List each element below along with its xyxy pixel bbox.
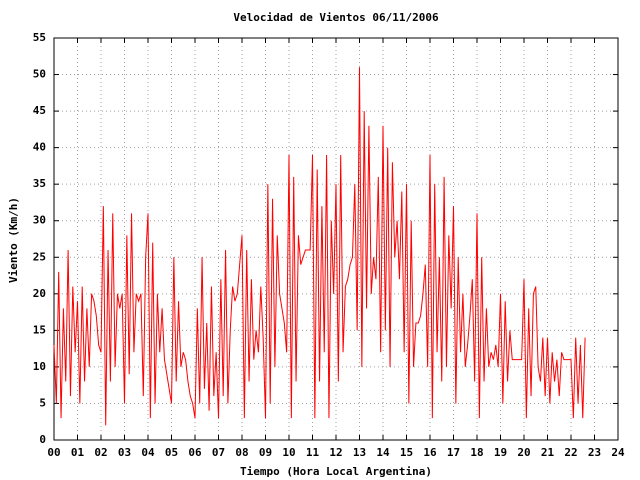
y-tick-label: 50	[33, 68, 46, 81]
x-tick-label: 13	[353, 446, 366, 459]
y-tick-label: 35	[33, 177, 46, 190]
y-tick-label: 25	[33, 250, 46, 263]
x-tick-label: 10	[282, 446, 295, 459]
x-tick-label: 18	[470, 446, 483, 459]
x-tick-label: 01	[71, 446, 85, 459]
x-tick-label: 24	[611, 446, 625, 459]
x-tick-label: 11	[306, 446, 320, 459]
x-tick-label: 17	[447, 446, 460, 459]
x-tick-label: 08	[235, 446, 248, 459]
x-tick-label: 05	[165, 446, 178, 459]
x-tick-label: 09	[259, 446, 272, 459]
y-tick-label: 40	[33, 141, 46, 154]
x-tick-label: 07	[212, 446, 225, 459]
y-tick-label: 10	[33, 360, 46, 373]
x-tick-label: 02	[94, 446, 107, 459]
y-tick-label: 0	[39, 433, 46, 446]
y-tick-label: 45	[33, 104, 46, 117]
y-tick-label: 15	[33, 323, 46, 336]
x-tick-label: 21	[541, 446, 555, 459]
y-tick-label: 30	[33, 214, 46, 227]
x-tick-label: 23	[588, 446, 601, 459]
x-tick-label: 19	[494, 446, 507, 459]
y-axis-label: Viento (Km/h)	[7, 197, 20, 283]
x-axis-label: Tiempo (Hora Local Argentina)	[240, 465, 432, 478]
plot-frame	[53, 37, 619, 441]
x-tick-label: 04	[141, 446, 155, 459]
x-tick-label: 15	[400, 446, 413, 459]
x-tick-label: 14	[376, 446, 390, 459]
x-tick-label: 00	[47, 446, 60, 459]
x-tick-label: 16	[423, 446, 437, 459]
x-tick-label: 20	[517, 446, 530, 459]
x-tick-label: 06	[188, 446, 202, 459]
y-tick-label: 20	[33, 287, 46, 300]
x-tick-label: 03	[118, 446, 131, 459]
x-tick-label: 12	[329, 446, 342, 459]
y-tick-label: 55	[33, 31, 46, 44]
data-line	[53, 67, 586, 426]
x-tick-label: 22	[564, 446, 577, 459]
chart-title: Velocidad de Vientos 06/11/2006	[233, 11, 439, 24]
y-tick-label: 5	[39, 396, 46, 409]
